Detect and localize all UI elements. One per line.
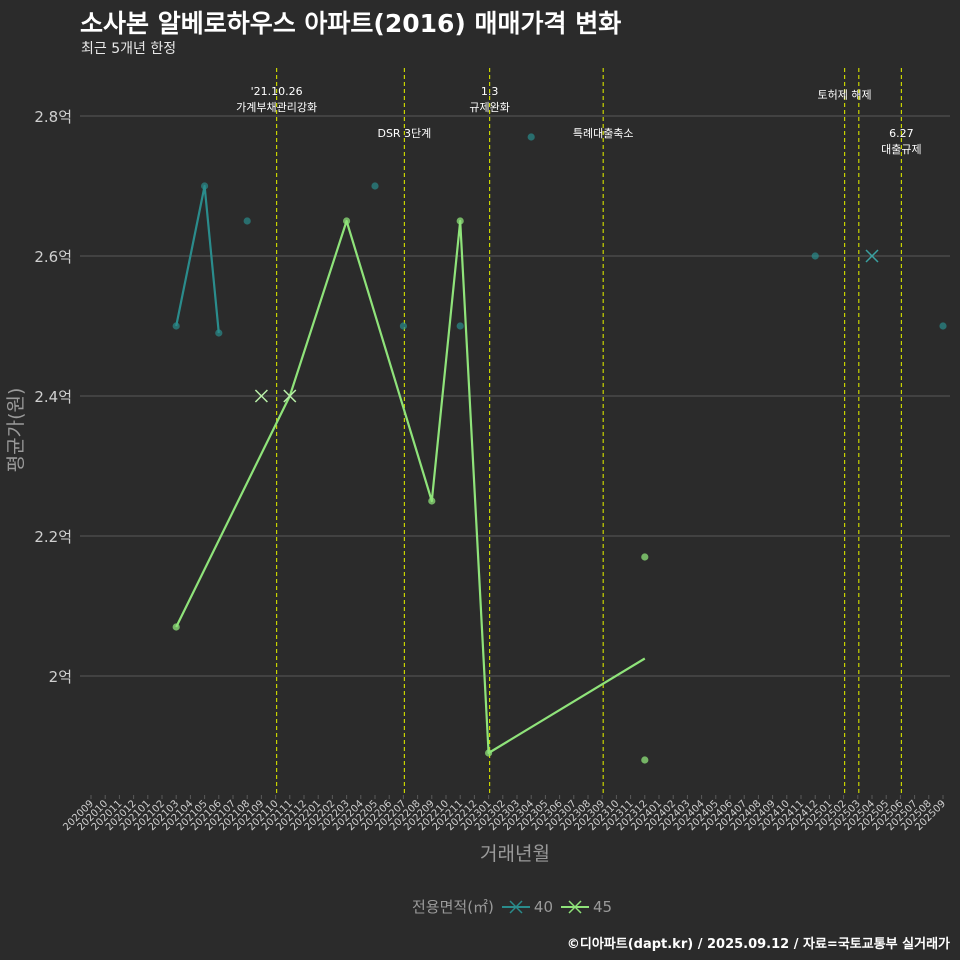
event-label: 토허제 해제 <box>818 88 872 102</box>
event-label: '21.10.26 <box>251 85 303 98</box>
data-point-40 <box>215 329 223 337</box>
event-label: 1.3 <box>481 85 499 98</box>
event-label: 특례대출축소 <box>573 127 634 140</box>
data-point-45 <box>641 553 649 561</box>
legend-label-40: 40 <box>533 897 553 916</box>
series-line-40 <box>175 184 220 334</box>
chart-subtitle: 최근 5개년 한정 <box>81 41 177 57</box>
data-point-40 <box>939 322 947 330</box>
series-line-45 <box>175 219 646 755</box>
legend-key-40-icon <box>501 899 530 914</box>
data-point-45 <box>456 217 464 225</box>
y-tick-label: 2억 <box>49 668 72 686</box>
y-tick-label: 2.2억 <box>34 528 72 546</box>
y-tick-label: 2.8억 <box>34 108 72 126</box>
y-tick-label: 2.4억 <box>34 388 72 406</box>
data-point-40 <box>371 182 379 190</box>
x-marker-45 <box>283 389 297 403</box>
data-point-40 <box>172 322 180 330</box>
data-point-40 <box>811 252 819 260</box>
event-label: 규제완화 <box>469 101 509 114</box>
event-label: 대출규제 <box>881 143 921 156</box>
y-tick-label: 2.6억 <box>34 248 72 266</box>
legend: 전용면적(㎡) 40 45 <box>412 896 612 917</box>
data-point-45 <box>485 749 493 757</box>
legend-label-45: 45 <box>593 897 613 916</box>
data-point-45 <box>172 623 180 631</box>
data-point-45 <box>428 497 436 505</box>
legend-title: 전용면적(㎡) <box>412 898 494 916</box>
data-point-40 <box>527 133 535 141</box>
x-marker-45 <box>254 389 268 403</box>
event-label: 가계부채관리강화 <box>236 101 317 114</box>
event-label: 6.27 <box>889 127 914 140</box>
source-caption: ©디아파트(dapt.kr) / 2025.09.12 / 자료=국토교통부 실… <box>566 937 950 952</box>
y-axis-title: 평균가(원) <box>5 388 27 473</box>
event-label: DSR 3단계 <box>377 127 431 140</box>
data-point-40 <box>399 322 407 330</box>
data-point-45 <box>343 217 351 225</box>
x-axis-title: 거래년월 <box>480 843 550 865</box>
x-marker-40 <box>865 249 879 263</box>
data-point-40 <box>456 322 464 330</box>
data-point-45 <box>641 756 649 764</box>
legend-key-45-icon <box>561 899 589 914</box>
data-point-40 <box>243 217 251 225</box>
chart-title: 소사본 알베로하우스 아파트(2016) 매매가격 변화 <box>80 9 622 38</box>
data-point-40 <box>201 182 209 190</box>
